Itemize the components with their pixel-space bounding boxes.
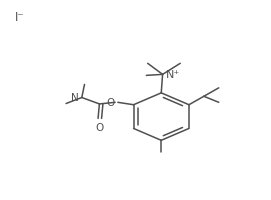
Text: O: O xyxy=(107,98,115,108)
Text: N⁺: N⁺ xyxy=(166,70,180,80)
Text: O: O xyxy=(95,122,103,132)
Text: N: N xyxy=(71,93,79,103)
Text: I⁻: I⁻ xyxy=(15,11,25,23)
